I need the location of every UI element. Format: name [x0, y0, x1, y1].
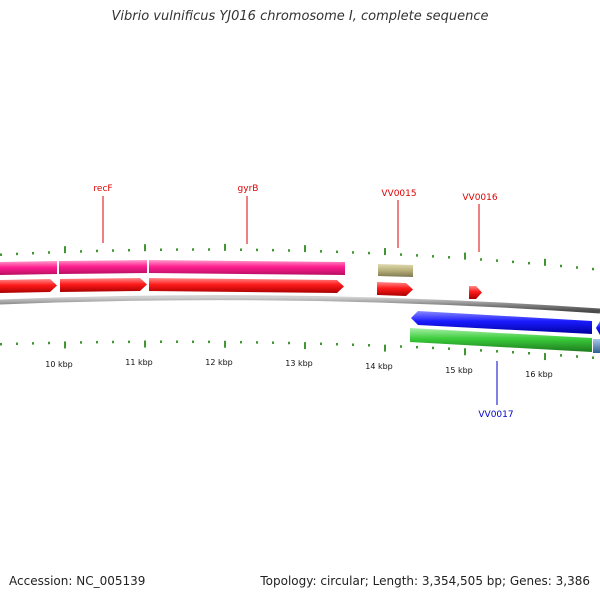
ruler-label: 14 kbp	[365, 362, 393, 371]
gene-block-context[interactable]	[378, 264, 413, 277]
gene-arrow-reverse[interactable]	[411, 311, 592, 334]
ruler-labels: 10 kbp 11 kbp 12 kbp 13 kbp 14 kbp 15 kb…	[45, 358, 553, 379]
gene-block-context[interactable]	[59, 260, 147, 274]
gene-label-recF[interactable]: recF	[93, 184, 112, 194]
reverse-context-track	[410, 328, 600, 353]
reverse-gene-track	[411, 311, 600, 335]
gene-arrow-forward[interactable]	[377, 282, 413, 296]
gene-label-VV0017[interactable]: VV0017	[478, 410, 513, 420]
ruler-label: 16 kbp	[525, 370, 553, 379]
accession-text: Accession: NC_005139	[9, 574, 146, 588]
gene-block-context[interactable]	[149, 260, 345, 275]
gene-label-VV0016[interactable]: VV0016	[462, 193, 497, 203]
forward-gene-track	[0, 278, 482, 299]
map-title: Vibrio vulnificus YJ016 chromosome I, co…	[111, 9, 489, 24]
gene-arrow-forward[interactable]	[469, 286, 482, 299]
upper-ruler-ticks	[0, 243, 594, 271]
forward-context-track	[0, 260, 413, 277]
gene-arrow-forward[interactable]	[0, 279, 57, 293]
gene-block-context[interactable]	[593, 339, 600, 353]
ruler-label: 12 kbp	[205, 358, 233, 367]
gene-block-context[interactable]	[410, 328, 592, 352]
ruler-label: 13 kbp	[285, 359, 313, 368]
gene-arrow-forward[interactable]	[149, 278, 344, 293]
ruler-label: 10 kbp	[45, 360, 73, 369]
ruler-label: 15 kbp	[445, 366, 473, 375]
genome-summary-text: Topology: circular; Length: 3,354,505 bp…	[260, 574, 590, 588]
lower-ruler-ticks	[0, 340, 594, 361]
reverse-gene-labels: VV0017	[478, 361, 514, 420]
forward-gene-labels: recF gyrB VV0015 VV0016	[93, 184, 498, 252]
ruler-label: 11 kbp	[125, 358, 153, 367]
gene-arrow-forward[interactable]	[60, 278, 147, 292]
gene-label-VV0015[interactable]: VV0015	[381, 189, 416, 199]
gene-label-gyrB[interactable]: gyrB	[238, 184, 259, 194]
gene-block-context[interactable]	[0, 261, 57, 275]
gene-arrow-reverse[interactable]	[596, 321, 600, 335]
genome-backbone	[0, 295, 600, 314]
